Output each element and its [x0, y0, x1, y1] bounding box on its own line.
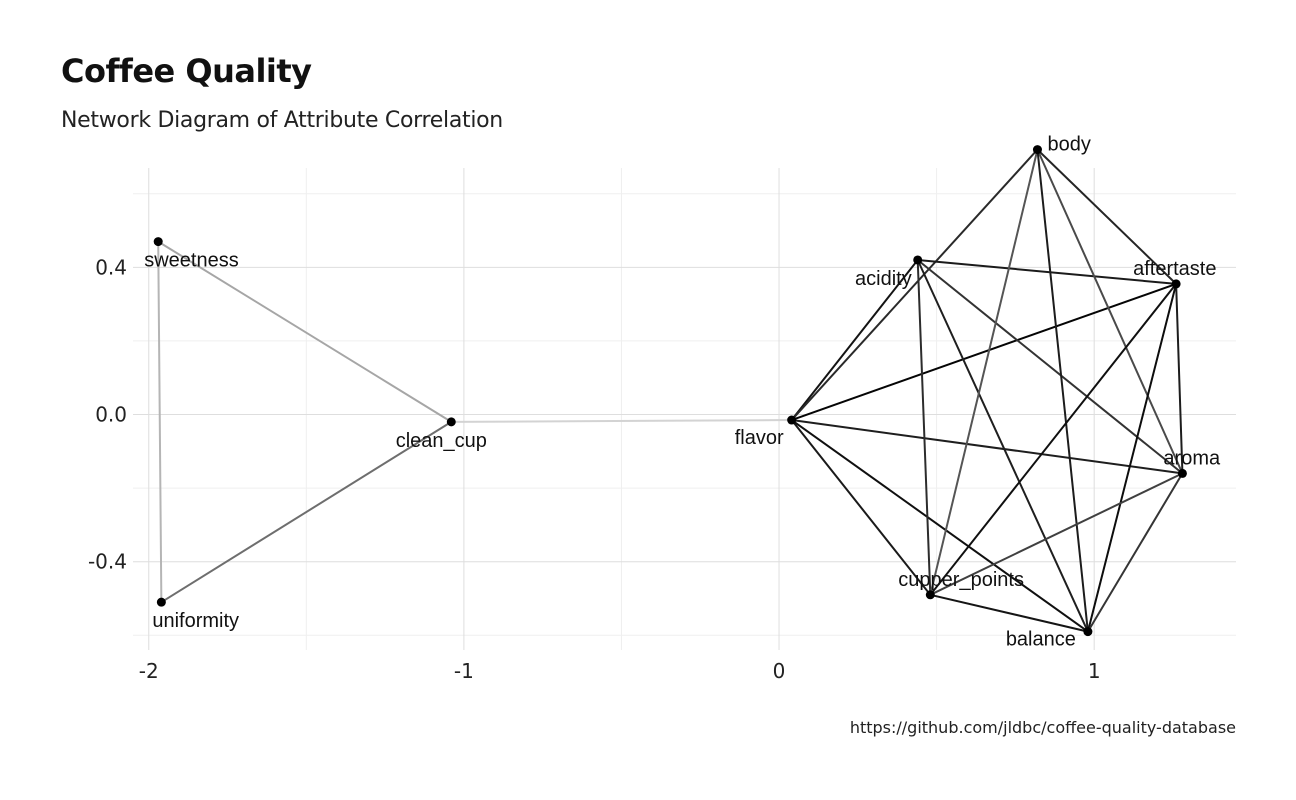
node-sweetness: [153, 237, 163, 247]
y-tick-label: 0.4: [95, 255, 127, 279]
node-uniformity: [156, 597, 166, 607]
edge-aftertaste-cupper_points: [929, 282, 1178, 596]
node-labels: sweetness uniformity clean_cup flavor acidit…: [144, 134, 1221, 651]
x-axis-ticks: -2 -1 0 1: [139, 659, 1101, 683]
edge-cupper_points-balance: [929, 593, 1089, 633]
node-label-aftertaste: aftertaste: [1133, 258, 1216, 280]
x-tick-label: 0: [773, 659, 786, 683]
node-label-clean_cup: clean_cup: [396, 430, 487, 452]
node-label-body: body: [1047, 134, 1090, 156]
node-label-uniformity: uniformity: [152, 610, 239, 632]
edge-acidity-aroma: [916, 258, 1184, 475]
edge-clean_cup-flavor: [450, 419, 793, 423]
edge-aroma-balance: [1086, 472, 1184, 633]
edge-aftertaste-balance: [1086, 282, 1178, 633]
y-tick-label: 0.0: [95, 403, 127, 427]
node-label-aroma: aroma: [1163, 447, 1221, 469]
y-tick-label: -0.4: [88, 550, 127, 574]
minor-gridlines: [133, 168, 1236, 650]
node-aroma: [1177, 468, 1187, 478]
edge-body-aroma: [1036, 148, 1184, 475]
source-caption: https://github.com/jldbc/coffee-quality-…: [849, 718, 1236, 737]
edge-body-aftertaste: [1036, 148, 1178, 285]
node-body: [1032, 145, 1042, 155]
node-label-cupper_points: cupper_points: [898, 569, 1024, 591]
node-label-flavor: flavor: [735, 427, 784, 449]
node-label-balance: balance: [1006, 629, 1076, 651]
edge-acidity-balance: [916, 258, 1089, 633]
edge-flavor-aroma: [790, 419, 1184, 475]
major-gridlines: [133, 168, 1236, 650]
node-flavor: [787, 415, 797, 425]
edge-flavor-cupper_points: [790, 419, 932, 596]
edge-flavor-body: [790, 148, 1039, 422]
node-label-acidity: acidity: [855, 268, 912, 290]
node-cupper_points: [925, 590, 935, 600]
edge-flavor-balance: [790, 419, 1089, 633]
edge-aftertaste-aroma: [1175, 282, 1184, 475]
edge-body-balance: [1036, 148, 1089, 633]
edge-aroma-cupper_points: [929, 472, 1184, 596]
edge-sweetness-clean_cup: [157, 240, 453, 423]
chart-title: Coffee Quality: [61, 52, 312, 90]
x-tick-label: -2: [139, 659, 159, 683]
node-balance: [1083, 627, 1093, 637]
edge-uniformity-clean_cup: [160, 420, 453, 604]
node-clean_cup: [446, 417, 456, 427]
node-acidity: [913, 255, 923, 265]
x-tick-label: -1: [454, 659, 474, 683]
x-tick-label: 1: [1088, 659, 1101, 683]
edge-flavor-acidity: [790, 258, 919, 422]
edge-body-cupper_points: [929, 148, 1039, 596]
node-aftertaste: [1171, 279, 1181, 289]
network-edges: [157, 148, 1184, 633]
node-label-sweetness: sweetness: [144, 250, 239, 272]
edge-sweetness-uniformity: [157, 240, 163, 604]
network-nodes: [153, 145, 1187, 637]
chart-subtitle: Network Diagram of Attribute Correlation: [61, 108, 503, 133]
edge-acidity-aftertaste: [916, 258, 1178, 285]
edge-acidity-cupper_points: [916, 258, 932, 596]
y-axis-ticks: 0.4 0.0 -0.4: [88, 255, 127, 573]
edge-flavor-aftertaste: [790, 282, 1178, 422]
